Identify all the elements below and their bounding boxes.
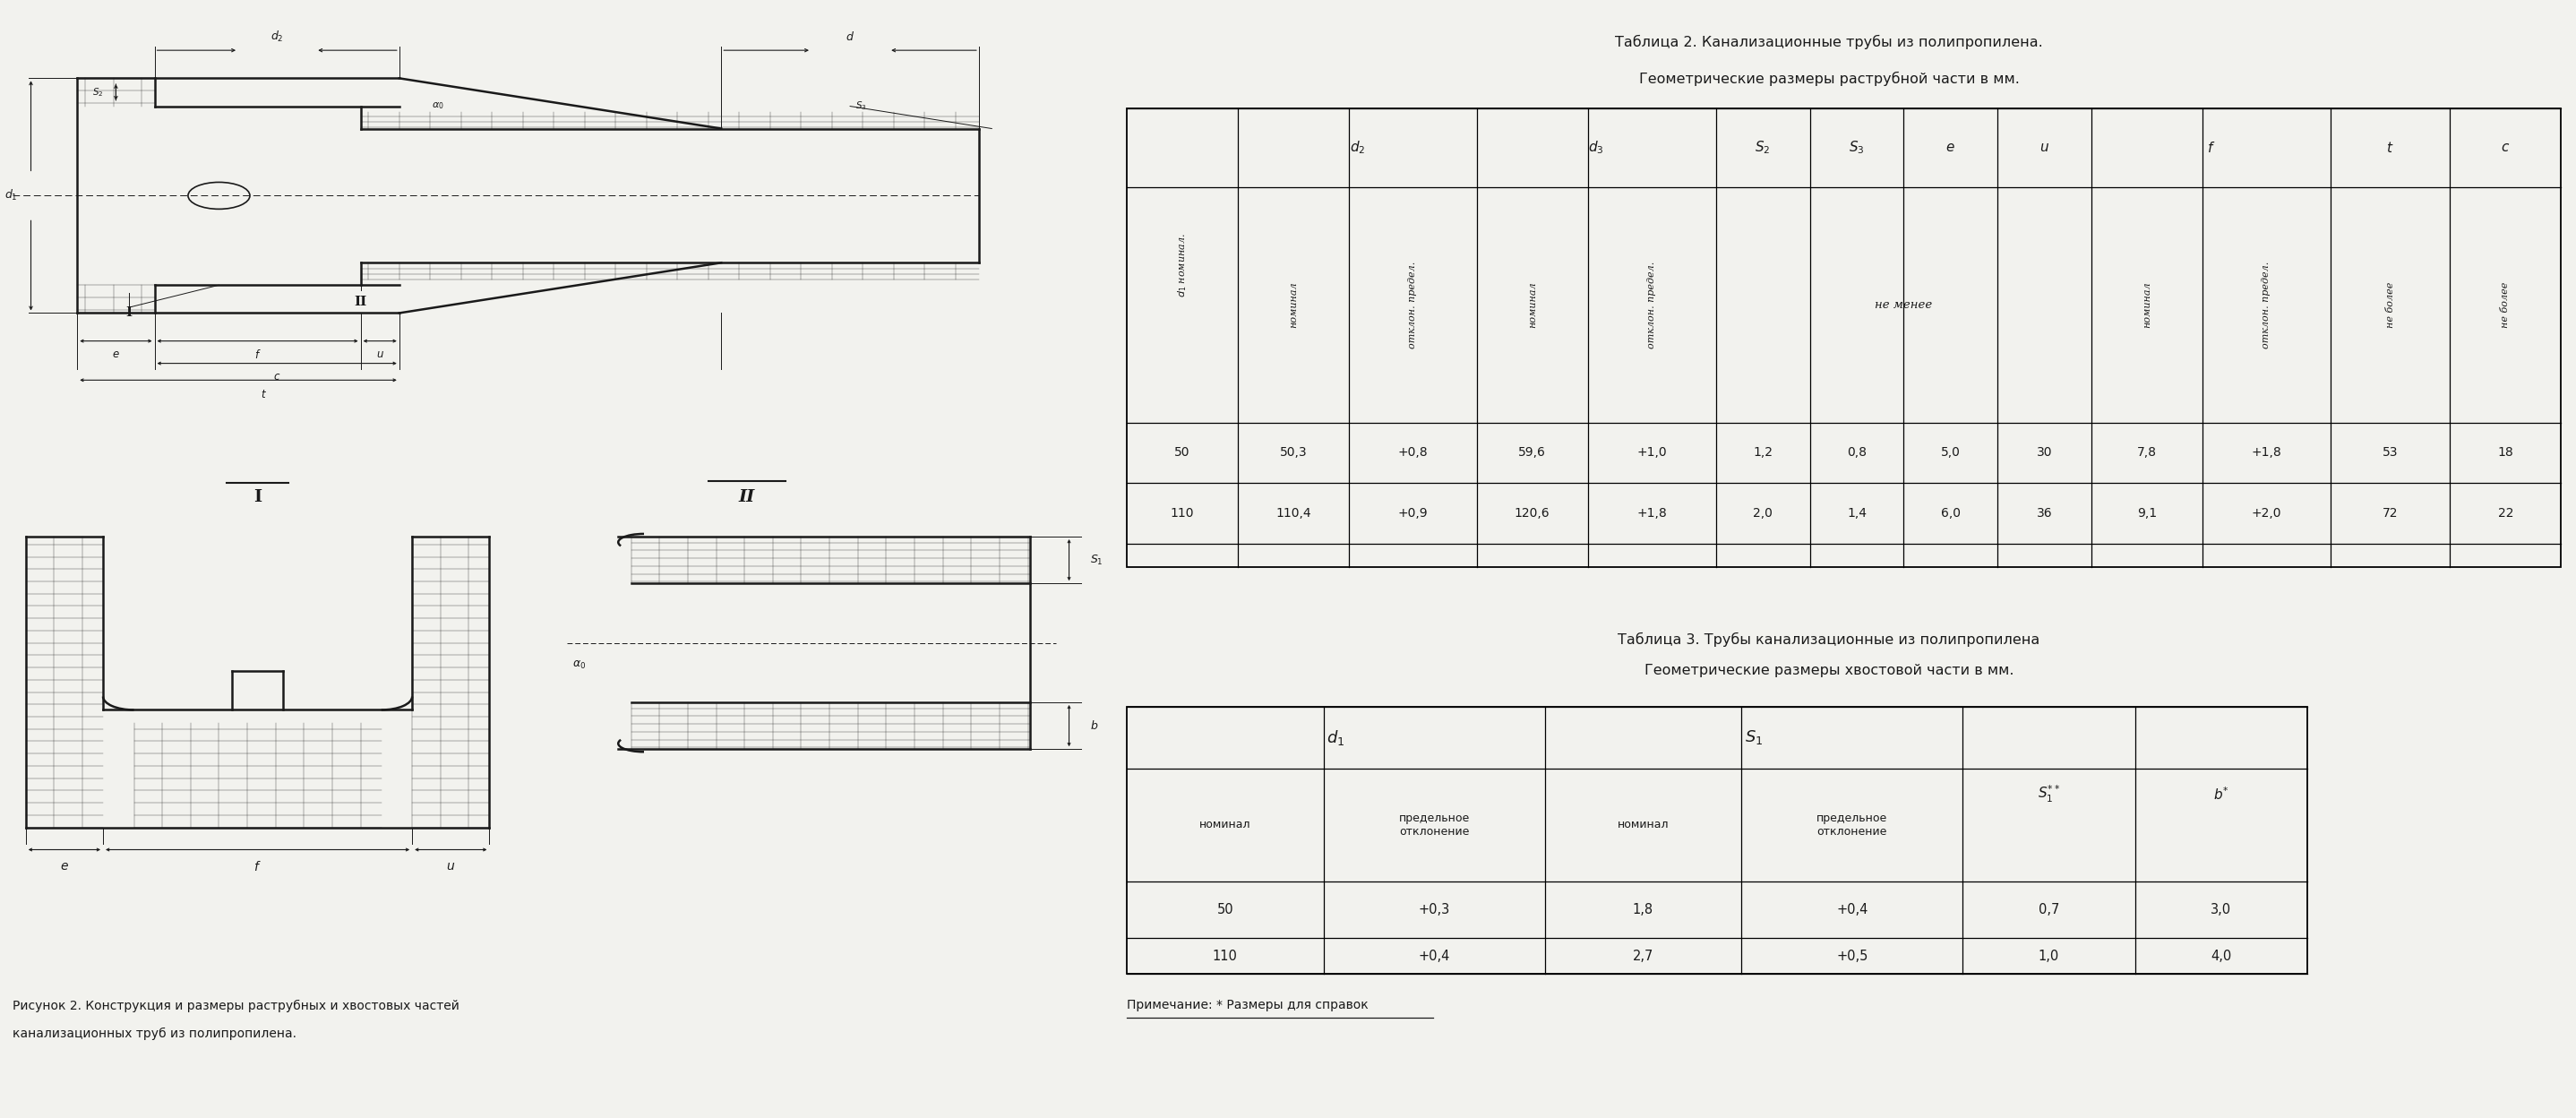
Text: $d_1$: $d_1$: [1327, 728, 1345, 747]
Text: номинал: номинал: [1528, 282, 1538, 328]
Text: Таблица 2. Канализационные трубы из полипропилена.: Таблица 2. Канализационные трубы из поли…: [1615, 35, 2043, 49]
Text: +0,5: +0,5: [1837, 949, 1868, 963]
Text: 22: 22: [2499, 506, 2514, 520]
Text: $b^{*}$: $b^{*}$: [2213, 786, 2228, 803]
Text: II: II: [355, 295, 366, 309]
Text: 120,6: 120,6: [1515, 506, 1551, 520]
Text: Примечание: * Размеры для справок: Примечание: * Размеры для справок: [1126, 998, 1368, 1011]
Text: 1,4: 1,4: [1847, 506, 1868, 520]
Text: $f$: $f$: [252, 860, 263, 873]
Text: $d_3$: $d_3$: [1589, 140, 1605, 157]
Text: $e$: $e$: [1945, 142, 1955, 154]
Text: не более: не более: [2385, 282, 2396, 328]
Text: $e$: $e$: [111, 349, 121, 360]
Text: Таблица 3. Трубы канализационные из полипропилена: Таблица 3. Трубы канализационные из поли…: [1618, 633, 2040, 647]
Text: 9,1: 9,1: [2138, 506, 2156, 520]
Text: 3,0: 3,0: [2210, 903, 2231, 917]
Text: +0,4: +0,4: [1419, 949, 1450, 963]
Text: $d_1$ номинал.: $d_1$ номинал.: [1177, 234, 1188, 297]
Text: $S_1^{**}$: $S_1^{**}$: [2038, 784, 2061, 804]
Text: +0,9: +0,9: [1399, 506, 1427, 520]
Text: $d_2$: $d_2$: [1350, 140, 1365, 157]
Text: 1,0: 1,0: [2038, 949, 2058, 963]
Text: +0,8: +0,8: [1399, 446, 1427, 459]
Text: 1,8: 1,8: [1633, 903, 1654, 917]
Text: $\alpha_0$: $\alpha_0$: [433, 101, 443, 112]
Text: не более: не более: [2501, 282, 2509, 328]
Text: $t$: $t$: [2385, 141, 2393, 155]
Text: $d_1$: $d_1$: [5, 189, 18, 202]
Text: отклон. предел.: отклон. предел.: [1646, 262, 1656, 349]
Text: 4,0: 4,0: [2210, 949, 2231, 963]
Text: 1,2: 1,2: [1752, 446, 1772, 459]
Text: $S_2$: $S_2$: [1754, 140, 1770, 157]
Text: 110,4: 110,4: [1275, 506, 1311, 520]
Text: $u$: $u$: [376, 349, 384, 360]
Text: $u$: $u$: [2040, 142, 2050, 154]
Text: +1,8: +1,8: [1636, 506, 1667, 520]
Text: 50: 50: [1216, 903, 1234, 917]
Text: 59,6: 59,6: [1517, 446, 1546, 459]
Text: $d_2$: $d_2$: [270, 30, 283, 44]
Text: $f$: $f$: [2208, 141, 2215, 155]
Text: +1,0: +1,0: [1636, 446, 1667, 459]
Text: $S_3$: $S_3$: [855, 100, 866, 113]
Text: $\alpha_0$: $\alpha_0$: [572, 660, 587, 671]
Text: $S_2$: $S_2$: [93, 86, 103, 98]
Text: номинал: номинал: [1618, 819, 1669, 831]
Text: 53: 53: [2383, 446, 2398, 459]
Text: отклон. предел.: отклон. предел.: [1409, 262, 1417, 349]
Text: 110: 110: [1213, 949, 1236, 963]
Text: 0,7: 0,7: [2038, 903, 2058, 917]
Text: +0,4: +0,4: [1837, 903, 1868, 917]
Text: 0,8: 0,8: [1847, 446, 1868, 459]
Text: +1,8: +1,8: [2251, 446, 2282, 459]
Text: $c$: $c$: [273, 371, 281, 382]
Text: $S_3$: $S_3$: [1850, 140, 1865, 157]
Text: канализационных труб из полипропилена.: канализационных труб из полипропилена.: [13, 1027, 296, 1041]
Text: предельное
отклонение: предельное отклонение: [1816, 813, 1888, 837]
Text: +0,3: +0,3: [1419, 903, 1450, 917]
Text: Геометрические размеры хвостовой части в мм.: Геометрические размеры хвостовой части в…: [1643, 664, 2014, 678]
Text: 36: 36: [2038, 506, 2053, 520]
Text: $b$: $b$: [1090, 719, 1097, 732]
Text: 6,0: 6,0: [1940, 506, 1960, 520]
Text: 7,8: 7,8: [2138, 446, 2156, 459]
Text: 18: 18: [2499, 446, 2514, 459]
Text: I: I: [126, 306, 131, 320]
Bar: [1126, 707, 2308, 974]
Text: Рисунок 2. Конструкция и размеры раструбных и хвостовых частей: Рисунок 2. Конструкция и размеры раструб…: [13, 999, 459, 1013]
Text: предельное
отклонение: предельное отклонение: [1399, 813, 1471, 837]
Text: 2,0: 2,0: [1754, 506, 1772, 520]
Text: 50,3: 50,3: [1280, 446, 1306, 459]
Text: $u$: $u$: [446, 860, 456, 873]
Text: 50: 50: [1175, 446, 1190, 459]
Text: $d$: $d$: [845, 30, 855, 44]
Text: +2,0: +2,0: [2251, 506, 2282, 520]
Text: не менее: не менее: [1875, 299, 1932, 311]
Text: номинал: номинал: [1200, 819, 1252, 831]
Text: $t$: $t$: [260, 389, 268, 400]
Text: I: I: [252, 490, 263, 505]
Text: 5,0: 5,0: [1940, 446, 1960, 459]
Text: Геометрические размеры раструбной части в мм.: Геометрические размеры раструбной части …: [1638, 72, 2020, 86]
Text: номинал: номинал: [1288, 282, 1298, 328]
Text: $c$: $c$: [2501, 142, 2509, 154]
Text: отклон. предел.: отклон. предел.: [2262, 262, 2272, 349]
Text: 110: 110: [1170, 506, 1195, 520]
Text: номинал: номинал: [2143, 282, 2151, 328]
Text: II: II: [739, 490, 755, 505]
Text: $f$: $f$: [255, 348, 260, 361]
Text: $S_1$: $S_1$: [1090, 553, 1103, 567]
Text: 30: 30: [2038, 446, 2053, 459]
Text: 2,7: 2,7: [1633, 949, 1654, 963]
Text: 72: 72: [2383, 506, 2398, 520]
Bar: [1126, 108, 2561, 568]
Text: $S_1$: $S_1$: [1744, 729, 1762, 747]
Text: $e$: $e$: [59, 860, 70, 873]
